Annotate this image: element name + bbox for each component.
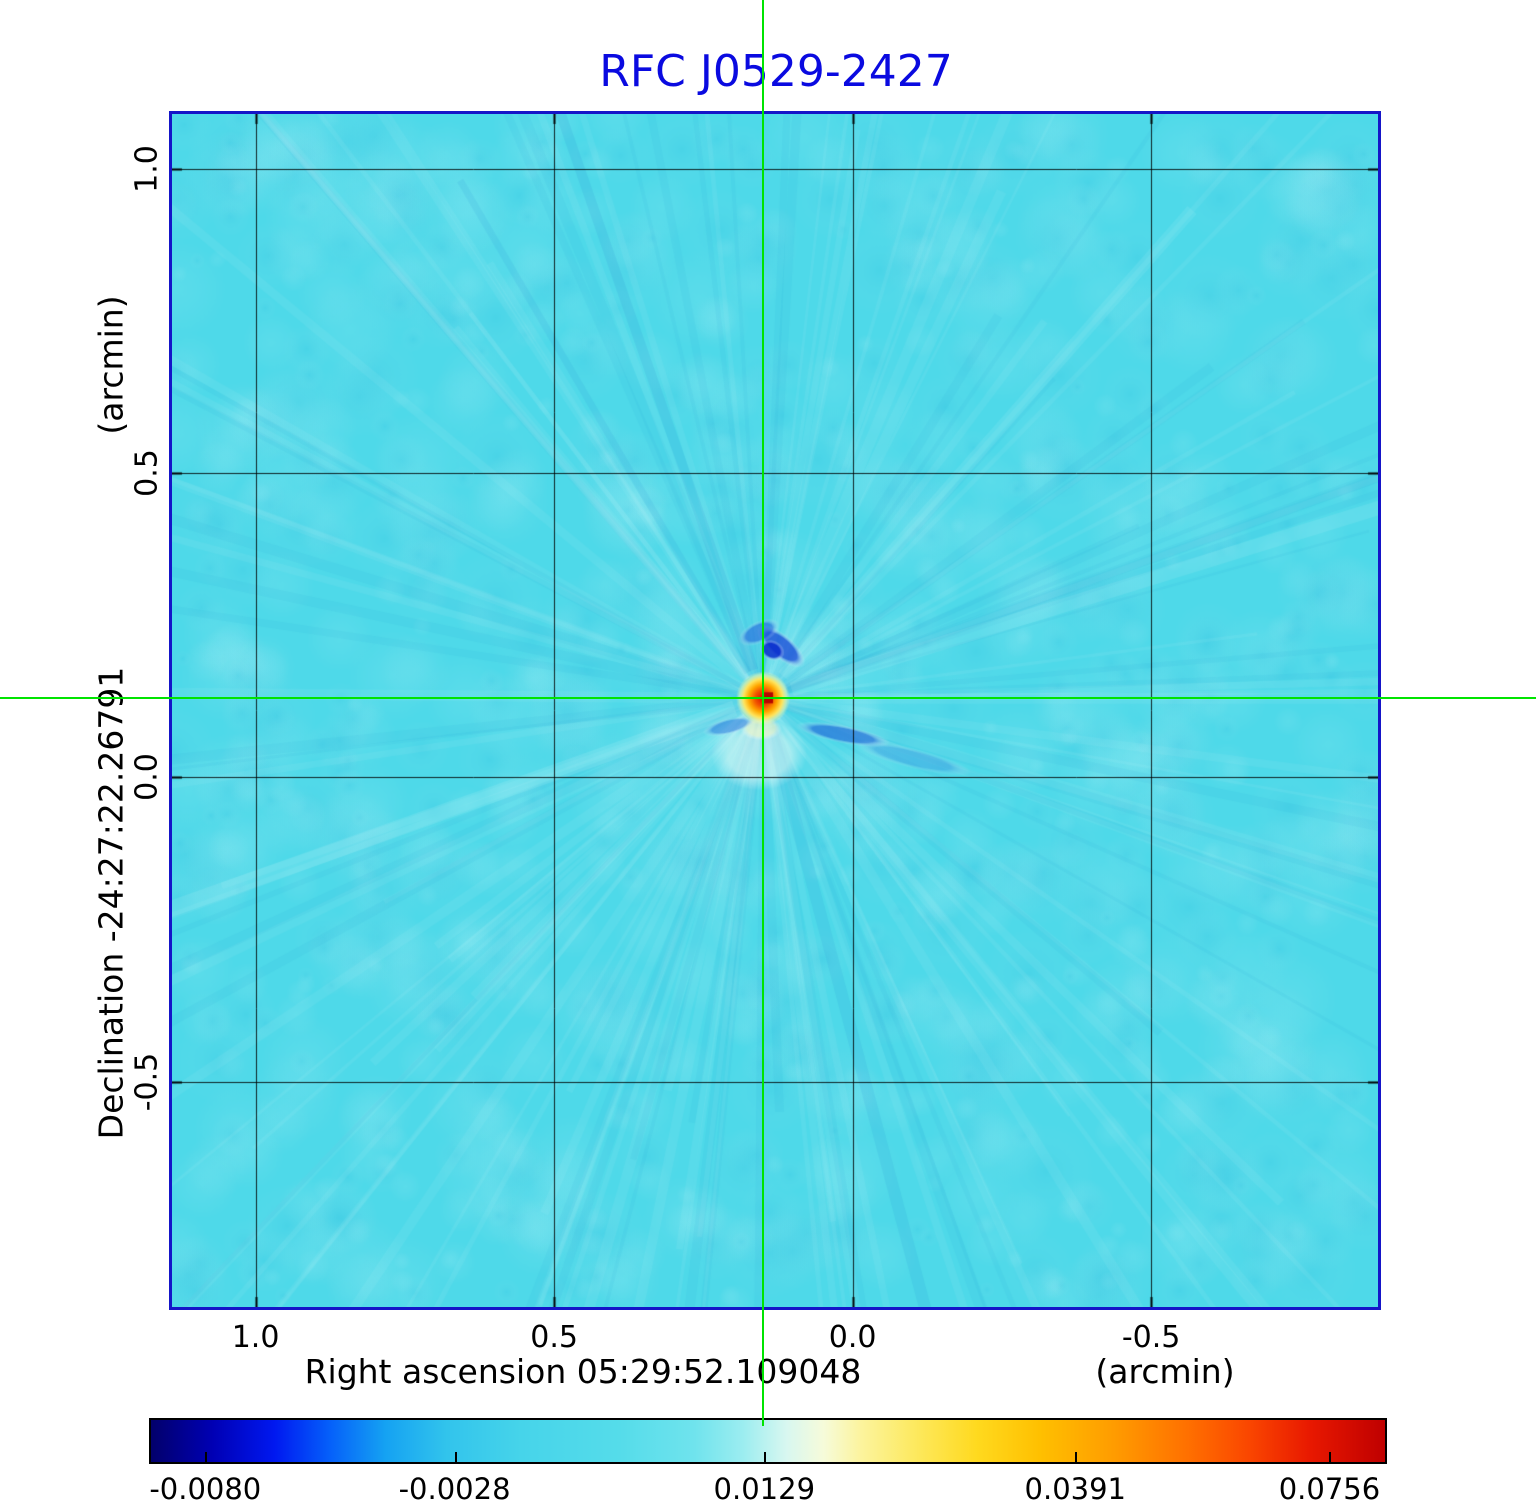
- plot-frame: [169, 111, 1381, 1310]
- x-axis-label: Right ascension 05:29:52.109048: [304, 1352, 862, 1391]
- y-axis-label: Declination -24:27:22.26791: [91, 666, 131, 1140]
- x-axis-tick-label: 1.0: [231, 1320, 280, 1355]
- colorbar-tick-label: -0.0080: [149, 1472, 262, 1506]
- colorbar-tick-mark: [454, 1452, 457, 1462]
- colorbar-tick-label: 0.0756: [1278, 1472, 1381, 1506]
- colorbar-tick-label: 0.0391: [1024, 1472, 1127, 1506]
- y-axis-tick-label: 0.0: [129, 753, 165, 802]
- colorbar-tick-label: -0.0028: [398, 1472, 511, 1506]
- x-axis-unit-label: (arcmin): [1095, 1352, 1235, 1391]
- y-axis-tick-label: -0.5: [129, 1052, 165, 1112]
- colorbar-tick-mark: [1075, 1452, 1078, 1462]
- x-axis-tick-label: -0.5: [1121, 1320, 1181, 1355]
- colorbar-tick-mark: [1329, 1452, 1332, 1462]
- crosshair-vertical: [762, 0, 765, 1426]
- x-axis-tick-label: 0.5: [530, 1320, 578, 1355]
- crosshair-horizontal: [0, 697, 1536, 700]
- colorbar: [149, 1418, 1387, 1464]
- y-axis-tick-label: 0.5: [129, 449, 165, 497]
- x-axis-tick-label: 0.0: [828, 1320, 877, 1355]
- y-axis-tick-label: 1.0: [129, 144, 165, 193]
- y-axis-unit-label: (arcmin): [91, 295, 131, 435]
- colorbar-tick-mark: [205, 1452, 208, 1462]
- colorbar-gradient: [151, 1420, 1385, 1462]
- colorbar-tick-label: 0.0129: [713, 1472, 816, 1506]
- colorbar-tick-mark: [764, 1452, 767, 1462]
- chart-title: RFC J0529-2427: [599, 46, 953, 97]
- sky-map-canvas: [172, 114, 1378, 1307]
